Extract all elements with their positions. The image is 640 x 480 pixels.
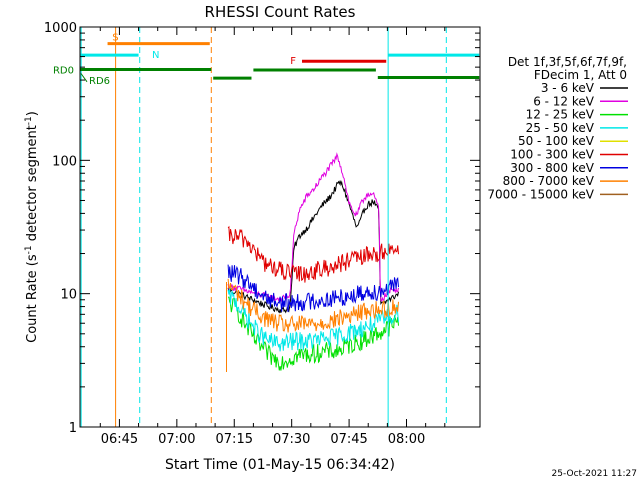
rd-label: RD0 (53, 66, 74, 77)
legend-entry-label: 300 - 800 keV (510, 161, 594, 175)
legend: Det 1f,3f,5f,6f,7f,9f, FDecim 1, Att 0 3… (487, 55, 628, 201)
flag-label: N (152, 50, 159, 61)
series-line (227, 278, 399, 333)
x-tick-label: 07:00 (158, 432, 195, 447)
overlay-layer: S N F RD0 RD6 (53, 27, 480, 427)
data-layer (226, 152, 399, 372)
y-tick-label: 1 (69, 421, 77, 436)
legend-entry-label: 800 - 7000 keV (503, 174, 595, 188)
x-tick-label: 08:00 (388, 432, 425, 447)
y-tick-label: 10 (60, 288, 77, 303)
flag-label: F (290, 56, 296, 67)
y-tick-label: 1000 (44, 21, 77, 36)
legend-entry-label: 7000 - 15000 keV (487, 187, 594, 201)
x-axis-label: Start Time (01-May-15 06:34:42) (165, 457, 395, 473)
y-axis-label: Count Rate (s-1 detector segment-1) (24, 111, 40, 343)
series-line (227, 180, 399, 314)
series-line (227, 287, 399, 352)
y-tick-label: 100 (52, 154, 77, 169)
legend-header-1: Det 1f,3f,5f,6f,7f,9f, (508, 55, 627, 69)
legend-entry-label: 6 - 12 keV (533, 94, 595, 108)
flag-label: S (112, 33, 118, 44)
rd-label: RD6 (89, 76, 110, 87)
legend-entry-label: 25 - 50 keV (526, 121, 595, 135)
x-tick-label: 07:30 (273, 432, 310, 447)
legend-entry-label: 100 - 300 keV (510, 148, 594, 162)
legend-entry-label: 3 - 6 keV (541, 81, 595, 95)
legend-header-2: FDecim 1, Att 0 (534, 68, 627, 82)
x-tick-label: 07:45 (330, 432, 367, 447)
plot-frame (79, 26, 481, 428)
chart-title: RHESSI Count Rates (205, 3, 356, 21)
x-tick-label: 06:45 (101, 432, 138, 447)
series-line (227, 264, 399, 313)
footer-timestamp: 25-Oct-2021 11:27 (552, 469, 637, 479)
rd-connector (80, 73, 88, 83)
axes-layer: 1 10 100 1000 06:45 07:00 07:15 07:30 07:45 08:00 (44, 21, 480, 447)
x-tick-label: 07:15 (216, 432, 253, 447)
legend-entry-label: 50 - 100 keV (518, 134, 595, 148)
series-line (227, 225, 399, 283)
legend-entry-label: 12 - 25 keV (526, 108, 595, 122)
